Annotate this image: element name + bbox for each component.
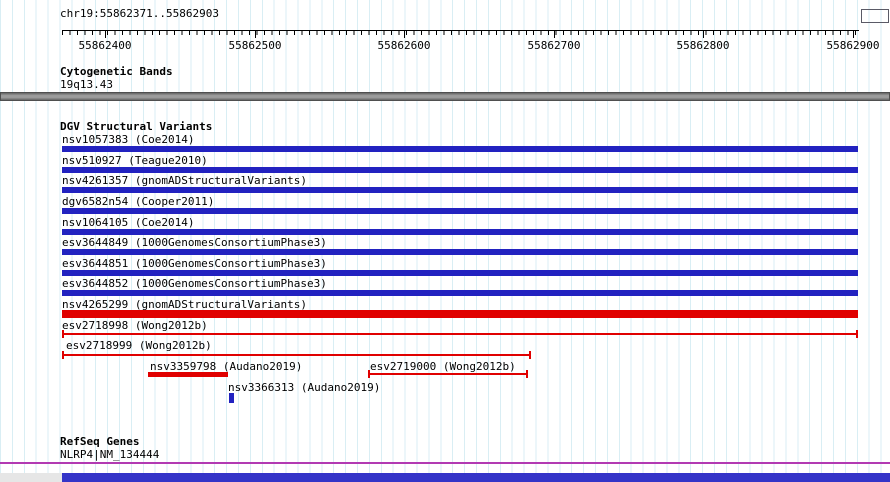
variant-label[interactable]: esv3644849 (1000GenomesConsortiumPhase3) xyxy=(62,236,327,249)
tick-label: 55862500 xyxy=(228,39,282,52)
variant-bar[interactable] xyxy=(62,187,858,193)
variant-bar[interactable] xyxy=(62,249,858,255)
region-coordinates: chr19:55862371..55862903 xyxy=(60,7,219,20)
section-title-refseq: RefSeq Genes xyxy=(60,435,140,448)
tick-mark xyxy=(853,30,854,38)
gene-span[interactable] xyxy=(0,462,890,464)
variant-label[interactable]: nsv4265299 (gnomADStructuralVariants) xyxy=(62,298,308,311)
variant-label[interactable]: esv3644851 (1000GenomesConsortiumPhase3) xyxy=(62,257,327,270)
section-title-cytobands: Cytogenetic Bands xyxy=(60,65,173,78)
variant-label[interactable]: esv2718998 (Wong2012b) xyxy=(62,319,208,332)
variant-bar[interactable] xyxy=(148,372,228,377)
variant-label[interactable]: esv2719000 (Wong2012b) xyxy=(370,360,516,373)
horizontal-scrollbar[interactable] xyxy=(0,473,890,482)
ruler-axis-line xyxy=(62,30,859,31)
variant-label[interactable]: esv3644852 (1000GenomesConsortiumPhase3) xyxy=(62,277,327,290)
tick-label: 55862800 xyxy=(676,39,730,52)
scrollbar-thumb[interactable] xyxy=(62,473,890,482)
tick-mark xyxy=(554,30,555,38)
ruler-minor-ticks xyxy=(62,31,859,35)
tick-mark xyxy=(703,30,704,38)
gene-label[interactable]: NLRP4|NM_134444 xyxy=(60,448,160,461)
variant-label[interactable]: nsv3359798 (Audano2019) xyxy=(150,360,303,373)
cytoband-bar[interactable] xyxy=(0,92,890,101)
variant-bar[interactable] xyxy=(62,290,858,296)
tick-label: 55862600 xyxy=(377,39,431,52)
variant-bar[interactable] xyxy=(62,146,858,152)
variant-label[interactable]: nsv4261357 (gnomADStructuralVariants) xyxy=(62,174,308,187)
tick-mark xyxy=(255,30,256,38)
tick-mark xyxy=(404,30,405,38)
variant-label[interactable]: dgv6582n54 (Cooper2011) xyxy=(62,195,215,208)
variant-span[interactable] xyxy=(368,370,528,378)
tick-label: 55862400 xyxy=(78,39,132,52)
variant-bar[interactable] xyxy=(62,270,858,276)
variant-bar[interactable] xyxy=(62,310,858,318)
variant-label[interactable]: nsv1064105 (Coe2014) xyxy=(62,216,195,229)
variant-label[interactable]: nsv510927 (Teague2010) xyxy=(62,154,208,167)
variant-bar[interactable] xyxy=(62,167,858,173)
variant-bar[interactable] xyxy=(229,393,234,403)
variant-bar[interactable] xyxy=(62,229,858,235)
tick-mark xyxy=(105,30,106,38)
variant-label[interactable]: esv2718999 (Wong2012b) xyxy=(66,339,212,352)
variant-label[interactable]: nsv1057383 (Coe2014) xyxy=(62,133,195,146)
variant-span[interactable] xyxy=(62,330,858,338)
tick-label: 55862700 xyxy=(527,39,581,52)
overview-box[interactable] xyxy=(861,9,889,23)
variant-label[interactable]: nsv3366313 (Audano2019) xyxy=(228,381,381,394)
variant-bar[interactable] xyxy=(62,208,858,214)
section-title-dgv: DGV Structural Variants xyxy=(60,120,213,133)
cytoband-label: 19q13.43 xyxy=(60,78,113,91)
tick-label: 55862900 xyxy=(826,39,880,52)
variant-span[interactable] xyxy=(62,351,531,359)
